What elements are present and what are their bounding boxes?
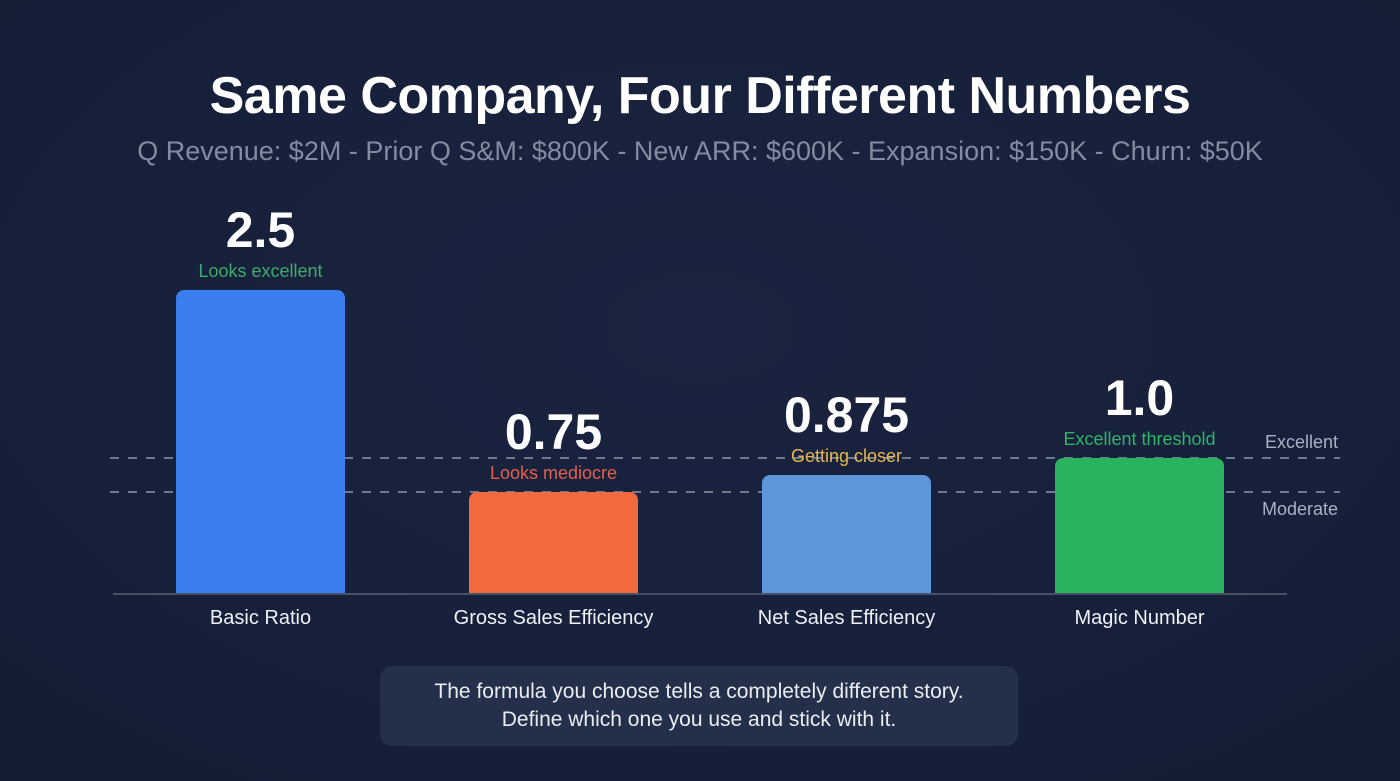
- caption-line-2: Define which one you use and stick with …: [501, 708, 897, 731]
- bar-annotation-gross-sales-efficiency: Looks mediocre: [489, 463, 618, 483]
- bar-basic-ratio: [176, 290, 345, 593]
- reference-line-moderate: [110, 491, 1340, 493]
- bar-value-magic-number: 1.0: [1104, 370, 1175, 426]
- bar-value-net-sales-efficiency: 0.875: [783, 387, 910, 443]
- category-label-basic-ratio: Basic Ratio: [209, 607, 312, 629]
- bar-value-gross-sales-efficiency: 0.75: [504, 404, 603, 460]
- x-axis-line: [113, 593, 1287, 595]
- bar-magic-number: [1055, 458, 1224, 593]
- reference-line-excellent: [110, 457, 1340, 459]
- page-title: Same Company, Four Different Numbers: [209, 67, 1191, 125]
- reference-label-moderate: Moderate: [1261, 499, 1338, 519]
- bar-annotation-net-sales-efficiency: Getting closer: [790, 446, 903, 466]
- reference-label-excellent: Excellent: [1264, 432, 1338, 452]
- caption-line-1: The formula you choose tells a completel…: [434, 680, 964, 703]
- page-subtitle: Q Revenue: $2M - Prior Q S&M: $800K - Ne…: [137, 136, 1263, 166]
- category-label-gross-sales-efficiency: Gross Sales Efficiency: [453, 607, 654, 629]
- bar-annotation-basic-ratio: Looks excellent: [198, 261, 323, 281]
- bar-net-sales-efficiency: [762, 475, 931, 593]
- caption-box: The formula you choose tells a completel…: [380, 666, 1018, 746]
- category-label-net-sales-efficiency: Net Sales Efficiency: [757, 607, 936, 629]
- bar-gross-sales-efficiency: [469, 492, 638, 593]
- bar-value-basic-ratio: 2.5: [225, 202, 296, 258]
- bar-annotation-magic-number: Excellent threshold: [1063, 429, 1216, 449]
- category-label-magic-number: Magic Number: [1074, 607, 1205, 629]
